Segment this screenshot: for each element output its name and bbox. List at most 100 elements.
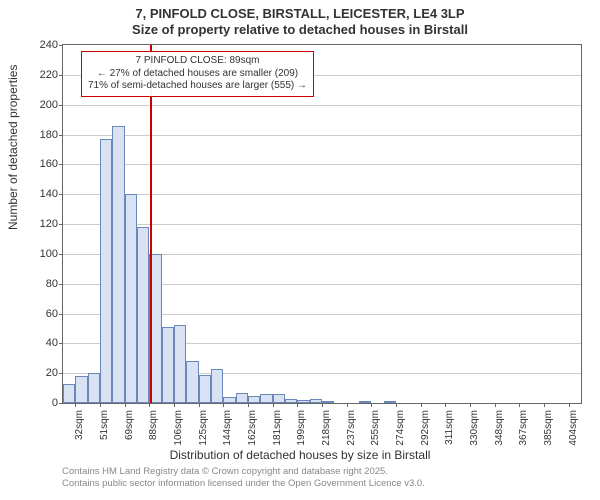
y-tick-label: 140 [28, 188, 58, 200]
histogram-bar [285, 399, 297, 403]
x-tick-label: 51sqm [99, 410, 110, 450]
x-tick-mark [125, 403, 126, 407]
histogram-bar [174, 325, 186, 403]
histogram-bar [125, 194, 137, 403]
chart-title-line1: 7, PINFOLD CLOSE, BIRSTALL, LEICESTER, L… [0, 6, 600, 21]
x-tick-mark [396, 403, 397, 407]
x-tick-label: 311sqm [444, 410, 455, 450]
gridline-h [63, 105, 581, 106]
y-tick-label: 40 [28, 337, 58, 349]
x-tick-mark [569, 403, 570, 407]
x-tick-label: 330sqm [469, 410, 480, 450]
x-tick-mark [322, 403, 323, 407]
x-tick-mark [495, 403, 496, 407]
property-marker-line [150, 45, 152, 403]
gridline-h [63, 164, 581, 165]
y-tick-label: 120 [28, 218, 58, 230]
y-tick-label: 220 [28, 69, 58, 81]
histogram-bar [236, 393, 248, 403]
footer-line1: Contains HM Land Registry data © Crown c… [62, 466, 425, 478]
x-tick-label: 292sqm [420, 410, 431, 450]
annotation-line2: ← 27% of detached houses are smaller (20… [88, 68, 307, 81]
y-tick-mark [59, 314, 63, 315]
x-tick-mark [347, 403, 348, 407]
x-tick-label: 106sqm [173, 410, 184, 450]
x-tick-mark [371, 403, 372, 407]
footer-line2: Contains public sector information licen… [62, 478, 425, 490]
histogram-bar [63, 384, 75, 403]
histogram-bar [248, 396, 260, 403]
histogram-bar [384, 401, 396, 403]
x-tick-mark [470, 403, 471, 407]
y-tick-label: 20 [28, 367, 58, 379]
gridline-h [63, 194, 581, 195]
x-tick-label: 32sqm [74, 410, 85, 450]
y-tick-mark [59, 75, 63, 76]
histogram-bar [112, 126, 124, 403]
y-tick-label: 160 [28, 158, 58, 170]
histogram-bar [199, 375, 211, 403]
x-tick-label: 144sqm [222, 410, 233, 450]
y-tick-label: 100 [28, 248, 58, 260]
histogram-bar [322, 401, 334, 403]
histogram-bar [100, 139, 112, 403]
histogram-bar [310, 399, 322, 403]
x-tick-label: 218sqm [321, 410, 332, 450]
annotation-line1: 7 PINFOLD CLOSE: 89sqm [88, 55, 307, 68]
histogram-bar [359, 401, 371, 403]
x-tick-label: 348sqm [494, 410, 505, 450]
x-tick-label: 404sqm [568, 410, 579, 450]
histogram-bar [260, 394, 272, 403]
x-tick-mark [75, 403, 76, 407]
y-tick-mark [59, 224, 63, 225]
x-tick-mark [174, 403, 175, 407]
gridline-h [63, 224, 581, 225]
x-tick-mark [273, 403, 274, 407]
gridline-h [63, 135, 581, 136]
y-tick-label: 240 [28, 39, 58, 51]
x-tick-label: 199sqm [296, 410, 307, 450]
histogram-bar [162, 327, 174, 403]
x-axis-label: Distribution of detached houses by size … [0, 448, 600, 462]
y-tick-mark [59, 343, 63, 344]
histogram-bar [211, 369, 223, 403]
x-tick-mark [248, 403, 249, 407]
annotation-line3: 71% of semi-detached houses are larger (… [88, 80, 307, 93]
y-tick-mark [59, 373, 63, 374]
y-tick-mark [59, 284, 63, 285]
plot-area: 7 PINFOLD CLOSE: 89sqm← 27% of detached … [62, 44, 582, 404]
y-tick-mark [59, 135, 63, 136]
x-tick-label: 237sqm [346, 410, 357, 450]
y-tick-mark [59, 254, 63, 255]
x-tick-label: 162sqm [247, 410, 258, 450]
y-tick-mark [59, 164, 63, 165]
x-tick-mark [199, 403, 200, 407]
y-tick-label: 180 [28, 129, 58, 141]
x-tick-mark [297, 403, 298, 407]
histogram-bar [273, 394, 285, 403]
histogram-bar [75, 376, 87, 403]
y-tick-mark [59, 45, 63, 46]
y-tick-label: 200 [28, 99, 58, 111]
y-tick-label: 80 [28, 278, 58, 290]
x-tick-label: 69sqm [124, 410, 135, 450]
x-tick-label: 274sqm [395, 410, 406, 450]
x-tick-mark [100, 403, 101, 407]
x-tick-mark [149, 403, 150, 407]
x-tick-label: 367sqm [518, 410, 529, 450]
histogram-bar [137, 227, 149, 403]
x-tick-label: 88sqm [148, 410, 159, 450]
x-tick-label: 125sqm [198, 410, 209, 450]
x-tick-label: 255sqm [370, 410, 381, 450]
footer-attribution: Contains HM Land Registry data © Crown c… [62, 466, 425, 490]
histogram-bar [223, 397, 235, 403]
chart-title-line2: Size of property relative to detached ho… [0, 22, 600, 37]
x-tick-label: 181sqm [272, 410, 283, 450]
histogram-bar [297, 400, 309, 403]
annotation-box: 7 PINFOLD CLOSE: 89sqm← 27% of detached … [81, 51, 314, 97]
y-tick-mark [59, 194, 63, 195]
y-tick-label: 60 [28, 308, 58, 320]
x-tick-mark [223, 403, 224, 407]
histogram-bar [186, 361, 198, 403]
x-tick-label: 385sqm [543, 410, 554, 450]
